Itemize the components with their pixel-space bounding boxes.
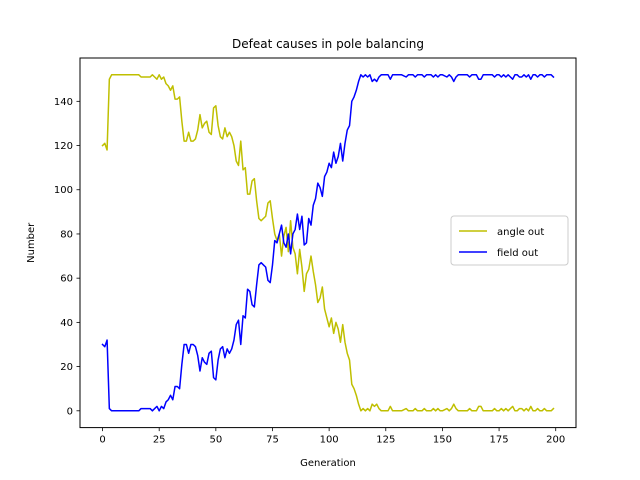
plot-area	[101, 74, 555, 412]
y-tick-label: 120	[54, 141, 73, 152]
y-tick-label: 140	[54, 97, 73, 108]
series-line-field-out	[101, 74, 555, 412]
axes-frame	[79, 57, 577, 429]
y-tick-label: 20	[60, 362, 73, 373]
legend-label-field-out: field out	[497, 248, 538, 259]
y-tick-label: 100	[54, 185, 73, 196]
x-axis-ticks: 0 25 50 75 100 125 150 175 200	[99, 427, 565, 446]
y-tick-label: 0	[67, 406, 73, 417]
y-tick-label: 60	[60, 274, 73, 285]
x-tick-label: 200	[546, 435, 565, 446]
legend: angle out field out	[450, 215, 569, 266]
x-tick-label: 100	[320, 435, 339, 446]
x-axis-label: Generation	[300, 458, 356, 469]
x-tick-label: 50	[209, 435, 222, 446]
y-axis-label: Number	[26, 222, 37, 263]
x-tick-label: 175	[490, 435, 509, 446]
x-tick-label: 0	[99, 435, 105, 446]
x-tick-label: 150	[433, 435, 452, 446]
x-tick-label: 25	[153, 435, 166, 446]
x-tick-label: 125	[376, 435, 395, 446]
y-axis-ticks: 0 20 40 60 80 100 120 140	[54, 97, 80, 417]
legend-label-angle-out: angle out	[497, 227, 544, 238]
series-line-angle-out	[101, 74, 555, 412]
y-tick-label: 80	[60, 229, 73, 240]
y-tick-label: 40	[60, 318, 73, 329]
chart-title: Defeat causes in pole balancing	[232, 37, 424, 51]
x-tick-label: 75	[266, 435, 279, 446]
